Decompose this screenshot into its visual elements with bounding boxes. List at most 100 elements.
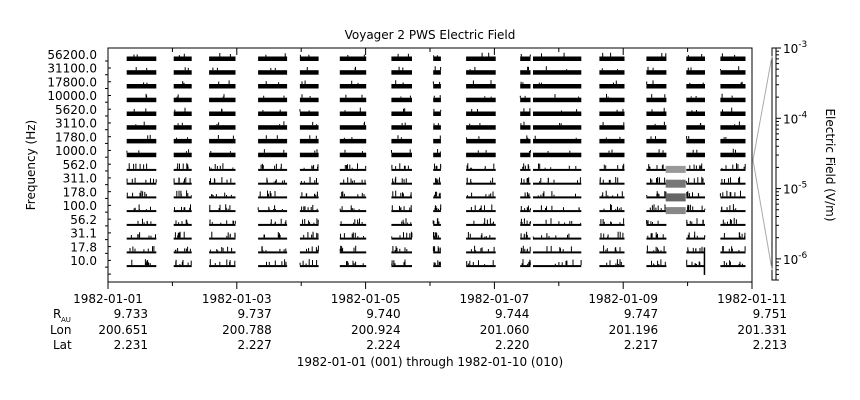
data-spikes [473,218,494,224]
data-band [720,84,746,89]
data-spikes [209,177,232,183]
data-spikes [466,163,495,169]
data-band [173,70,192,75]
data-spikes [340,232,364,238]
y-tick-label: 311.0 [63,172,97,186]
data-band [126,125,157,130]
x-axis: 1982-01-01 1982-01-03 1982-01-05 1982-01-07… [73,48,787,306]
data-band [686,152,705,158]
plot-frame [107,47,753,283]
data-band [391,84,412,89]
ephemeris-label-r: R [53,307,61,321]
data-spikes [466,177,494,183]
data-band [299,70,319,75]
data-band [533,125,582,130]
data-spikes [209,259,236,266]
data-band [391,210,412,213]
data-band [720,138,746,144]
data-spikes [613,80,617,84]
data-band [599,182,625,185]
data-spikes [299,109,310,112]
data-band [520,84,531,89]
data-spikes [434,191,441,197]
data-segment [173,53,192,268]
data-band [533,70,582,75]
data-band [533,237,582,240]
data-band [646,196,667,199]
data-spikes [537,191,576,197]
data-spikes [131,259,151,266]
data-band [391,70,412,75]
data-spikes [434,163,442,169]
data-spikes [470,204,493,211]
data-spikes [432,218,440,224]
data-spikes [209,246,233,252]
colorbar-tick-label: 10-4 [783,110,808,126]
data-band [646,138,667,144]
chart-title: Voyager 2 PWS Electric Field [345,28,516,42]
data-spikes [521,177,530,183]
colorbar-connector [752,55,773,161]
data-band [339,84,367,89]
data-spikes [263,149,285,153]
data-band [209,210,236,213]
data-band [520,182,531,185]
data-spikes [346,260,364,266]
data-spikes [261,246,287,252]
data-band [339,237,367,240]
data-band [466,138,496,144]
data-band [533,56,582,61]
data-band [599,152,625,158]
data-band [646,237,667,240]
data-spikes [649,204,666,211]
data-spikes [209,163,234,169]
data-band [720,182,746,185]
data-spikes [466,136,480,139]
data-band [466,125,496,130]
data-spikes [212,67,218,71]
data-band [466,111,496,116]
data-spikes [343,137,353,139]
data-band [126,196,157,199]
data-spikes [259,190,276,197]
data-spikes [270,218,287,224]
data-band [599,125,625,130]
data-segment [599,52,625,268]
data-band [209,265,236,268]
data-band [299,138,319,144]
data-spikes [209,204,231,211]
data-band [391,223,412,226]
data-spikes [133,54,138,57]
data-band [466,56,496,61]
data-band [646,265,667,268]
data-spikes [391,231,413,238]
data-spikes [435,177,441,183]
data-band [466,84,496,89]
data-spikes [126,177,157,183]
data-spikes [391,163,409,169]
data-band [533,265,582,268]
data-spikes [686,218,704,224]
data-band [173,237,192,240]
colorbar-tick-label: 10-3 [783,40,807,56]
data-spikes [397,135,402,139]
data-spikes [433,232,439,238]
data-spikes [470,245,495,252]
data-spikes [401,218,412,224]
data-spikes [692,149,698,153]
data-spikes [546,245,572,252]
colorbar-label: Electric Field (V/m) [823,108,837,221]
data-band [433,70,441,75]
data-segment [126,54,157,268]
data-spikes [301,80,306,84]
data-spikes [545,66,568,71]
data-band [520,152,531,158]
data-spikes [185,149,190,153]
data-band [599,138,625,144]
data-band [686,196,705,199]
data-spikes [559,123,562,126]
data-spikes [299,259,318,266]
data-band [339,251,367,254]
data-spikes [686,191,700,197]
data-spikes [433,260,441,266]
